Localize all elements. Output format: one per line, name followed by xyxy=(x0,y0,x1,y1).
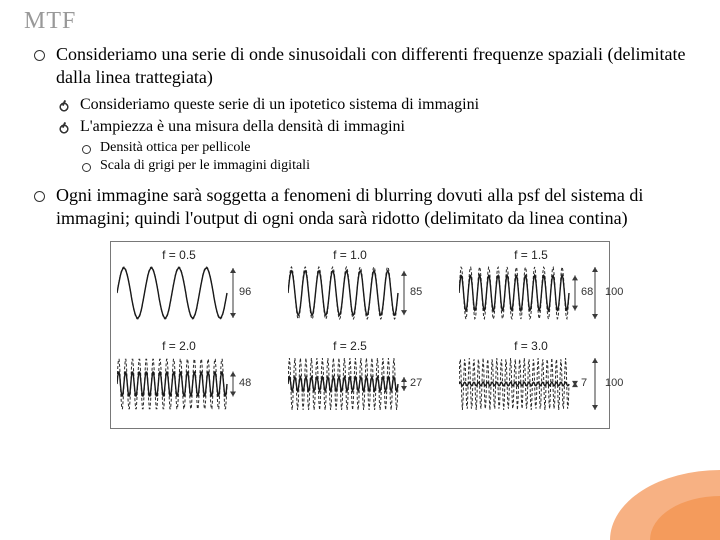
page-title: MTF xyxy=(0,0,720,35)
bullet-2: Ogni immagine sarà soggetta a fenomeni d… xyxy=(30,184,690,231)
wave-wrap: 85 xyxy=(288,264,412,327)
amp-label: 48 xyxy=(239,377,251,389)
amp-label: 85 xyxy=(410,286,422,298)
wave-wrap: 96 xyxy=(117,264,241,327)
bullet-1b-text: L'ampiezza è una misura della densità di… xyxy=(80,118,405,135)
wave-box: 27 xyxy=(288,355,412,418)
wave-cell: f = 2.0 48 xyxy=(117,339,241,418)
wave-box: 85 xyxy=(288,264,412,327)
wave-box: 96 xyxy=(117,264,241,327)
wave-cell: f = 3.0 7100 xyxy=(459,339,603,418)
freq-label: f = 0.5 xyxy=(162,248,196,262)
wave-wrap: 7100 xyxy=(459,355,603,418)
wave-svg xyxy=(288,264,412,322)
mtf-diagram: f = 0.5 96 f = 1.0 85 f = 1.5 68100 f = 2.0 48… xyxy=(110,241,610,429)
amp-label: 68 xyxy=(581,286,593,298)
bullet-1: Consideriamo una serie di onde sinusoida… xyxy=(30,43,690,174)
amp-label: 27 xyxy=(410,377,422,389)
diagram-row-2: f = 2.0 48 f = 2.5 27 f = 3.0 7100 xyxy=(117,339,603,418)
wave-svg xyxy=(117,355,241,413)
freq-label: f = 3.0 xyxy=(514,339,548,353)
ref-amp-label: 100 xyxy=(605,286,623,298)
diagram-row-1: f = 0.5 96 f = 1.0 85 f = 1.5 68100 xyxy=(117,248,603,327)
wave-box: 48 xyxy=(117,355,241,418)
wave-svg xyxy=(288,355,412,413)
wave-cell: f = 2.5 27 xyxy=(288,339,412,418)
freq-label: f = 2.0 xyxy=(162,339,196,353)
bullet-1b2: Scala di grigi per le immagini digitali xyxy=(80,158,690,174)
wave-wrap: 48 xyxy=(117,355,241,418)
content-area: Consideriamo una serie di onde sinusoida… xyxy=(0,35,720,429)
freq-label: f = 1.0 xyxy=(333,248,367,262)
bullet-1a: Consideriamo queste serie di un ipotetic… xyxy=(56,96,690,114)
bullet-1b1: Densità ottica per pellicole xyxy=(80,140,690,156)
amp-label: 7 xyxy=(581,377,587,389)
wave-cell: f = 1.5 68100 xyxy=(459,248,603,327)
bullet-1-text: Consideriamo una serie di onde sinusoida… xyxy=(56,44,685,87)
freq-label: f = 1.5 xyxy=(514,248,548,262)
ref-amp-label: 100 xyxy=(605,377,623,389)
slide-corner-decoration xyxy=(610,470,720,540)
bullet-1b: L'ampiezza è una misura della densità di… xyxy=(56,118,690,174)
wave-wrap: 68100 xyxy=(459,264,603,327)
amp-label: 96 xyxy=(239,286,251,298)
bullet-2-text: Ogni immagine sarà soggetta a fenomeni d… xyxy=(56,185,643,228)
wave-wrap: 27 xyxy=(288,355,412,418)
wave-box: 68100 xyxy=(459,264,603,327)
wave-svg xyxy=(117,264,241,322)
wave-cell: f = 0.5 96 xyxy=(117,248,241,327)
wave-box: 7100 xyxy=(459,355,603,418)
freq-label: f = 2.5 xyxy=(333,339,367,353)
wave-cell: f = 1.0 85 xyxy=(288,248,412,327)
